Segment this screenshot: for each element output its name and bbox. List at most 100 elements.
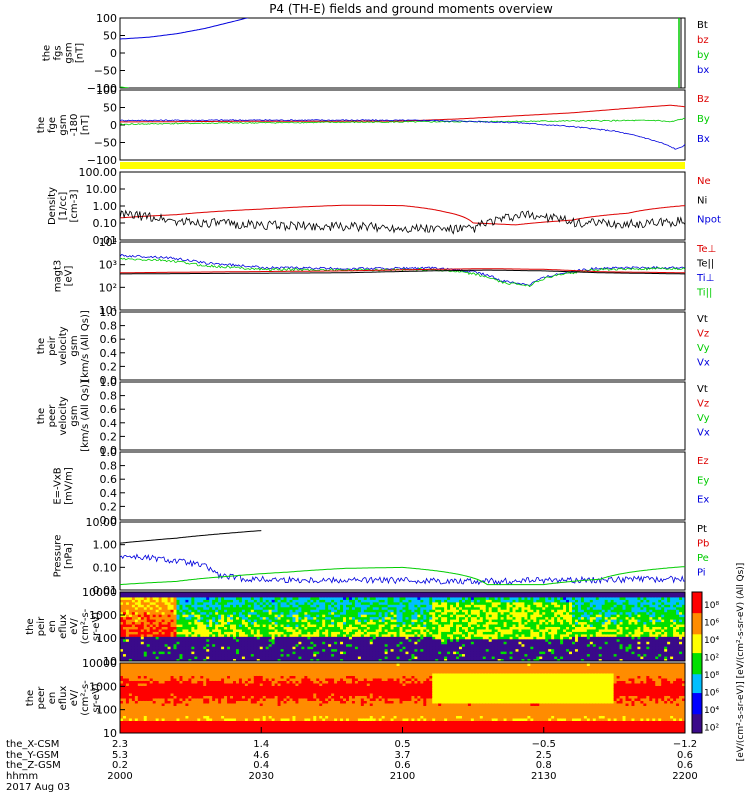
heatmap-cell [390, 638, 395, 642]
heatmap-cell [241, 614, 246, 618]
heatmap-cell [381, 592, 386, 595]
heatmap-cell [235, 651, 240, 655]
heatmap-cell [390, 596, 395, 600]
heatmap-cell [485, 606, 490, 610]
heatmap-cell [286, 646, 290, 650]
heatmap-cell [120, 638, 124, 642]
heatmap-cell [244, 633, 249, 637]
heatmap-cell [381, 648, 386, 652]
y-tick-label: −50 [94, 137, 117, 150]
heatmap-cell [319, 611, 323, 615]
heatmap-cell [256, 614, 261, 618]
heatmap-cell [447, 641, 451, 645]
heatmap-cell [545, 653, 549, 657]
heatmap-cell [122, 619, 127, 623]
heatmap-cell [218, 653, 222, 657]
heatmap-cell [188, 628, 192, 632]
heatmap-cell [357, 611, 362, 615]
heatmap-cell [613, 611, 618, 615]
heatmap-cell [595, 592, 600, 595]
heatmap-cell [589, 621, 594, 625]
heatmap-cell [152, 631, 157, 635]
heatmap-cell [518, 638, 522, 642]
heatmap-cell [619, 624, 624, 627]
heatmap-cell [542, 646, 546, 650]
heatmap-cell [619, 643, 624, 647]
heatmap-cell [233, 641, 237, 645]
heatmap-cell [512, 626, 516, 630]
heatmap-cell [586, 626, 591, 630]
heatmap-cell [185, 596, 189, 600]
heatmap-cell [369, 604, 374, 608]
heatmap-cell [233, 601, 237, 605]
heatmap-cell [566, 651, 570, 655]
heatmap-cell [574, 592, 579, 595]
heatmap-cell [206, 624, 210, 627]
heatmap-cell [224, 609, 228, 613]
heatmap-cell [616, 609, 621, 613]
heatmap-cell [188, 619, 192, 623]
heatmap-cell [283, 621, 288, 625]
heatmap-cell [268, 643, 273, 647]
heatmap-cell [577, 658, 582, 662]
heatmap-cell [566, 638, 570, 642]
heatmap-cell [610, 653, 615, 657]
heatmap-cell [265, 616, 270, 620]
heatmap-cell [408, 596, 412, 600]
heatmap-cell [137, 596, 142, 600]
heatmap-cell [256, 653, 261, 657]
heatmap-cell [218, 656, 222, 660]
heatmap-cell [137, 646, 142, 650]
heatmap-cell [619, 619, 624, 623]
heatmap-cell [450, 651, 454, 655]
heatmap-cell [271, 633, 276, 637]
heatmap-cell [387, 594, 392, 598]
heatmap-cell [137, 656, 142, 660]
heatmap-cell [396, 643, 401, 647]
heatmap-cell [453, 651, 457, 655]
heatmap-cell [423, 624, 427, 627]
heatmap-cell [289, 614, 293, 618]
heatmap-cell [185, 658, 189, 662]
heatmap-cell [607, 621, 612, 625]
heatmap-cell [506, 641, 511, 645]
heatmap-cell [215, 601, 219, 605]
heatmap-cell [295, 611, 299, 615]
heatmap-cell [417, 601, 421, 605]
heatmap-cell [218, 596, 222, 600]
heatmap-cell [188, 621, 192, 625]
heatmap-cell [161, 596, 166, 600]
heatmap-cell [369, 601, 374, 605]
heatmap-cell [369, 656, 374, 660]
heatmap-cell [497, 643, 502, 647]
heatmap-cell [268, 614, 273, 618]
heatmap-cell [607, 648, 612, 652]
heatmap-cell [191, 594, 195, 598]
heatmap-cell [622, 631, 627, 635]
heatmap-cell [622, 592, 627, 595]
heatmap-cell [438, 594, 442, 598]
heatmap-cell [292, 606, 296, 610]
heatmap-cell [277, 619, 282, 623]
heatmap-cell [467, 653, 472, 657]
heatmap-cell [120, 599, 124, 603]
heatmap-cell [247, 614, 252, 618]
heatmap-cell [387, 646, 392, 650]
heatmap-cell [598, 596, 603, 600]
heatmap-cell [250, 606, 255, 610]
heatmap-cell [325, 599, 329, 603]
heatmap-cell [191, 628, 195, 632]
heatmap-cell [572, 616, 576, 620]
heatmap-cell [120, 658, 124, 662]
heatmap-cell [247, 658, 252, 662]
heatmap-cell [414, 653, 418, 657]
heatmap-cell [616, 633, 621, 637]
heatmap-cell [574, 651, 579, 655]
heatmap-cell [203, 596, 207, 600]
heatmap-cell [485, 614, 490, 618]
heatmap-cell [241, 596, 246, 600]
heatmap-cell [491, 651, 496, 655]
heatmap-cell [319, 631, 323, 635]
heatmap-cell [536, 641, 540, 645]
heatmap-cell [515, 592, 519, 595]
